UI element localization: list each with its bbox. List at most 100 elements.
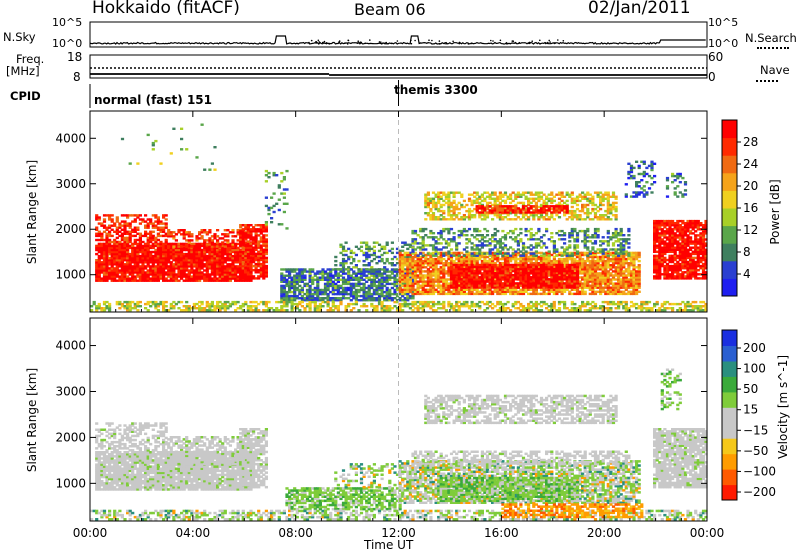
power-cell [295,276,299,279]
power-cell [277,223,281,226]
power-cell [334,274,338,277]
power-cell [190,265,194,268]
power-cell [185,243,189,246]
power-cell [280,180,284,183]
power-cell [264,269,268,272]
power-cell [257,254,261,258]
noise-search-dot [378,41,381,43]
power-cell [339,270,343,273]
power-cell [354,274,358,277]
power-cell [252,250,256,253]
power-cell [234,261,238,264]
power-cell [416,288,420,291]
power-cell [349,251,353,255]
power-cell [501,229,505,233]
power-cell [393,282,397,286]
power-cell [408,253,412,257]
power-cell [416,270,420,273]
power-cell [226,269,230,272]
power-cell [167,229,171,232]
power-cell [305,284,310,288]
power-cell [177,248,181,252]
power-cell [231,239,235,242]
power-cell [298,272,302,275]
power-cell [118,259,122,262]
power-cell [221,241,225,244]
power-cell [236,261,240,264]
power-cell [236,254,240,258]
power-cell [406,253,410,257]
power-cell [262,264,266,268]
power-cell [285,278,289,281]
power-cell [377,255,382,259]
power-cell [172,246,176,250]
power-cell [169,275,173,278]
power-cell [136,248,140,252]
power-cell [295,272,299,275]
power-cell [149,254,153,258]
power-cell [146,271,150,274]
power-cell [421,255,425,259]
power-cell [195,273,199,276]
power-cell [164,248,168,252]
power-cell [244,250,248,254]
power-cell [136,279,140,282]
power-cell [257,230,261,233]
power-cell [187,242,191,246]
power-cell [131,228,135,231]
power-cell [159,267,163,270]
power-cell [164,252,168,256]
power-cell [182,246,186,250]
noise-search-dot [380,41,382,43]
power-cell [239,279,243,282]
power-cell [575,284,580,287]
power-cell [321,288,325,292]
power-cell [223,273,227,276]
noise-panel-frame [89,21,708,48]
power-cell [246,228,250,231]
power-cell [180,248,184,252]
power-cell [347,247,351,251]
power-cell [426,253,430,257]
power-cell [108,244,112,248]
power-cell [257,269,261,272]
nave-right-tick-bottom: 0 [708,70,716,84]
power-cell [257,250,261,253]
power-cell [413,290,418,293]
power-cell [120,267,124,270]
power-cell [408,257,412,261]
power-cell [344,288,348,292]
power-cell [120,275,124,278]
power-cell [120,250,124,254]
power-cell [341,297,346,300]
power-cell [146,269,150,272]
power-cell [249,234,253,237]
power-cell [385,268,389,271]
power-cell [190,248,194,252]
power-cell [126,238,130,242]
power-cell [329,276,333,279]
power-cell [228,246,232,250]
power-cell [419,292,423,296]
power-cell [385,241,389,244]
power-cell [347,255,351,259]
power-cell [192,259,196,262]
power-cell [419,278,423,281]
power-cell [174,248,178,252]
power-cell [323,284,328,288]
power-cell [126,214,130,217]
power-cell [365,294,369,298]
power-cell [190,235,194,238]
power-cell [295,288,299,292]
power-cell [375,290,379,294]
power-cell [426,278,430,281]
power-cell [102,254,107,258]
power-cell [115,254,119,258]
power-cell [131,246,135,250]
power-cell [187,271,191,274]
power-cell [131,248,135,252]
power-cell [180,246,184,250]
power-cell [341,290,346,294]
power-cell [234,279,238,282]
power-cell [123,228,127,231]
